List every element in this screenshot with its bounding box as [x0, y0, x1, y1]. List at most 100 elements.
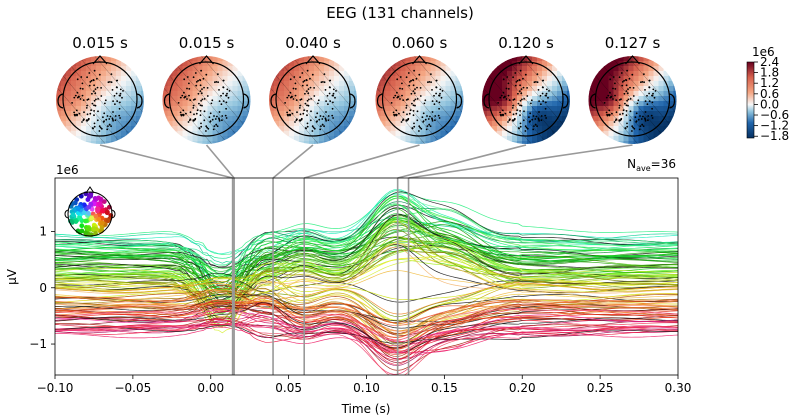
sensor-dot	[207, 127, 210, 130]
topomap-cell	[304, 86, 310, 92]
nave-sub: ave	[636, 164, 651, 173]
topomap-cell	[56, 61, 62, 67]
topomap-cell	[111, 121, 117, 127]
sensor-dot	[612, 76, 615, 78]
sensor-dot	[538, 111, 540, 113]
sensor-dot	[640, 81, 642, 84]
topomap-cell	[96, 56, 102, 62]
topomap-cell	[385, 111, 391, 117]
topomap-cell	[618, 66, 624, 72]
sensor-dot	[434, 115, 437, 117]
topomap-cell	[304, 106, 310, 112]
topomap-cell	[197, 81, 203, 87]
topomap-cell	[106, 111, 112, 117]
colorbar-gradient	[746, 61, 755, 139]
topomap-cell	[405, 76, 411, 82]
topomap-cell	[86, 141, 92, 144]
sensor-dot	[209, 121, 212, 123]
topomap-cell	[643, 101, 649, 107]
topomap-cell	[517, 96, 523, 102]
sensor-dot	[200, 99, 203, 102]
sensor-dot	[631, 130, 633, 132]
topomap-cell	[207, 71, 213, 77]
topomap-cell	[116, 76, 122, 82]
topomap-cell	[653, 116, 659, 122]
sensor-dot	[300, 118, 303, 121]
topomap-cell	[445, 71, 451, 77]
x-tick-label: 0.10	[353, 381, 380, 395]
topomap-cell	[71, 126, 77, 132]
topomap-cell	[487, 131, 493, 137]
sensor-dot	[532, 115, 535, 117]
sensor-dot	[421, 116, 424, 119]
topomap-cell	[492, 61, 498, 67]
topomap-cell	[532, 136, 538, 142]
sensor-dot	[631, 73, 634, 76]
topomap-cell	[232, 131, 238, 137]
topomap-cell	[552, 126, 558, 132]
sensor-dot	[329, 100, 332, 102]
topomap-cell	[56, 81, 62, 87]
topomap-cell	[222, 116, 228, 122]
topomap-cell	[410, 111, 416, 117]
sensor-dot	[635, 112, 638, 115]
topomap-cell	[593, 66, 599, 72]
sensor-dot	[535, 81, 537, 83]
topomap-cell	[420, 136, 426, 142]
topomap-cell	[279, 136, 285, 142]
sensor-dot	[405, 120, 408, 122]
topomap-cell	[557, 101, 563, 107]
topomap-cell	[314, 76, 320, 82]
topomap-cell	[425, 86, 431, 92]
topomap-cell	[542, 121, 548, 127]
topomap-cell	[197, 76, 203, 82]
topomap-cell	[121, 136, 127, 142]
topomap-cell	[86, 101, 92, 107]
sensor-dot	[188, 82, 190, 85]
topomap-cell	[96, 111, 102, 117]
topomap-cell	[202, 136, 208, 142]
sensor-dot	[311, 125, 314, 128]
sensor-dot	[515, 81, 518, 83]
topomap-cell	[217, 86, 223, 92]
topomap-cell	[96, 81, 102, 87]
topomap-cell	[217, 56, 223, 62]
topomap-cell	[76, 81, 82, 87]
topomap-cell	[167, 61, 173, 67]
sensor-dot	[309, 86, 312, 89]
sensor-dot	[76, 78, 79, 81]
topomap-cell	[380, 56, 386, 62]
sensor-dot	[516, 109, 518, 112]
topomap-cell	[668, 86, 674, 92]
x-tick-label: 0.30	[665, 381, 692, 395]
topomap-cell	[197, 131, 203, 137]
topomap-cell	[668, 106, 674, 112]
topomap-cell	[116, 136, 122, 142]
topomap-cell	[66, 106, 72, 112]
topomap-cell	[375, 116, 381, 122]
topomap-cell	[603, 66, 609, 72]
topomap-cell	[430, 71, 436, 77]
topomap-cell	[177, 96, 183, 102]
sensor-dot	[206, 126, 209, 129]
sensor-dot	[116, 100, 119, 102]
x-tick-label: 0.25	[587, 381, 614, 395]
topomap-cell	[141, 111, 144, 117]
topomap-cell	[673, 101, 677, 107]
sensor-dot	[317, 99, 320, 102]
legend-sensor-dot	[75, 206, 81, 212]
topomap-cell	[334, 101, 340, 107]
topomap-cell	[284, 131, 290, 137]
topomap-cell	[167, 111, 173, 117]
topomap-cell	[237, 91, 243, 97]
sensor-dot	[334, 96, 336, 99]
topomap-cell	[425, 61, 431, 67]
topomap-cell	[507, 91, 513, 97]
topomap-cell	[81, 71, 87, 77]
topomap-cell	[319, 136, 325, 142]
topomap-cell	[136, 91, 142, 97]
topomap-cell	[633, 101, 639, 107]
topomap-cell	[460, 111, 464, 117]
sensor-dot	[539, 94, 542, 97]
topomap-cell	[643, 96, 649, 102]
